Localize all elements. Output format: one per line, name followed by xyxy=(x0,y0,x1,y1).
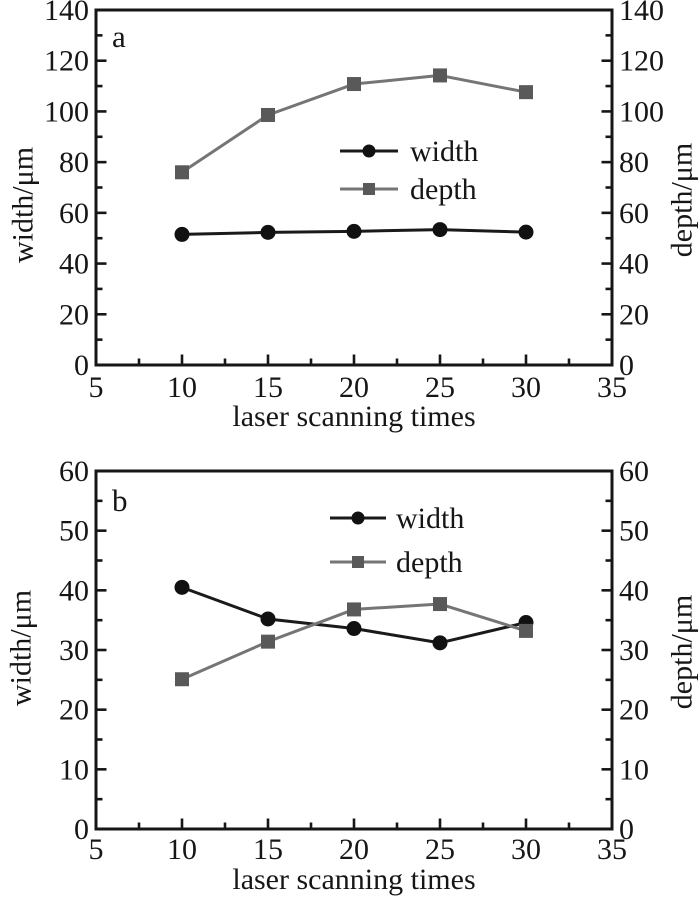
y-tick-label-right: 20 xyxy=(619,298,649,331)
y-tick-label-left: 0 xyxy=(74,349,89,382)
y-tick-label-right: 30 xyxy=(619,634,649,667)
y-tick-label-left: 80 xyxy=(59,146,89,179)
panel-label: b xyxy=(112,483,128,518)
x-tick-label: 30 xyxy=(511,371,541,404)
legend-square-marker xyxy=(352,556,364,568)
x-tick-label: 10 xyxy=(167,371,197,404)
series-depth-marker xyxy=(347,602,361,617)
y-axis-title-left: width/μm xyxy=(5,590,38,706)
legend-label: width xyxy=(410,135,478,168)
y-tick-label-right: 50 xyxy=(619,515,649,548)
legend-circle-marker xyxy=(351,511,365,525)
series-width-marker xyxy=(432,222,448,238)
x-tick-label: 15 xyxy=(253,833,283,866)
series-depth-marker xyxy=(433,597,447,612)
y-tick-label-left: 60 xyxy=(59,197,89,230)
series-width-marker xyxy=(174,579,190,595)
legend-item-width: width xyxy=(340,135,478,168)
y-tick-label-right: 60 xyxy=(619,197,649,230)
y-tick-label-right: 20 xyxy=(619,694,649,727)
y-tick-label-left: 40 xyxy=(59,574,89,607)
x-tick-label: 25 xyxy=(425,833,455,866)
x-tick-label: 25 xyxy=(425,371,455,404)
y-tick-label-right: 100 xyxy=(619,95,664,128)
legend: width depth xyxy=(340,135,478,206)
y-tick-label-left: 20 xyxy=(59,694,89,727)
series-width-marker xyxy=(260,224,276,240)
x-tick-label: 15 xyxy=(253,371,283,404)
series-width-marker xyxy=(174,226,190,242)
x-tick-label: 5 xyxy=(89,371,104,404)
series-depth-marker xyxy=(433,68,447,83)
y-tick-label-left: 10 xyxy=(59,753,89,786)
series-depth-marker xyxy=(261,107,275,122)
x-tick-label: 20 xyxy=(339,371,369,404)
y-tick-label-left: 120 xyxy=(44,45,89,78)
y-tick-label-right: 40 xyxy=(619,248,649,281)
series-width-marker xyxy=(346,223,362,239)
y-tick-label-left: 50 xyxy=(59,515,89,548)
plot-box xyxy=(94,469,614,831)
series-depth-marker xyxy=(261,634,275,649)
legend-circle-marker xyxy=(362,144,376,158)
x-tick-label: 20 xyxy=(339,833,369,866)
legend: width depth xyxy=(330,502,464,579)
panel-label: a xyxy=(112,19,126,54)
y-tick-label-right: 0 xyxy=(619,349,634,382)
y-tick-label-right: 0 xyxy=(619,813,634,846)
y-tick-label-right: 140 xyxy=(619,0,664,27)
y-tick-label-left: 60 xyxy=(59,455,89,488)
series-depth-marker xyxy=(347,77,361,92)
legend-square-marker xyxy=(363,183,375,195)
x-tick-label: 30 xyxy=(511,833,541,866)
series-depth-marker xyxy=(519,85,533,100)
x-tick-label: 35 xyxy=(597,833,627,866)
x-axis-title: laser scanning times xyxy=(232,863,475,896)
y-tick-label-right: 60 xyxy=(619,455,649,488)
series-width-marker xyxy=(346,621,362,637)
x-tick-label: 10 xyxy=(167,833,197,866)
x-tick-label: 5 xyxy=(89,833,104,866)
legend-label: width xyxy=(396,502,464,535)
series-width-marker xyxy=(518,224,534,240)
x-axis-title: laser scanning times xyxy=(232,400,475,433)
y-tick-label-left: 100 xyxy=(44,95,89,128)
y-tick-label-right: 10 xyxy=(619,753,649,786)
legend-item-depth: depth xyxy=(340,173,477,206)
y-tick-label-left: 20 xyxy=(59,298,89,331)
series-depth-marker xyxy=(519,623,533,638)
legend-item-width: width xyxy=(330,502,464,535)
legend-label: depth xyxy=(410,173,477,206)
y-tick-label-left: 40 xyxy=(59,248,89,281)
x-tick-label: 35 xyxy=(597,371,627,404)
y-axis-title-right: depth/μm xyxy=(666,143,699,257)
y-tick-label-left: 30 xyxy=(59,634,89,667)
y-tick-label-right: 120 xyxy=(619,45,664,78)
axis-ticks xyxy=(94,469,614,831)
axis-ticks xyxy=(94,8,614,367)
y-tick-label-right: 80 xyxy=(619,146,649,179)
y-tick-label-left: 140 xyxy=(44,0,89,27)
y-axis-title-left: width/μm xyxy=(7,147,40,263)
series-width-marker xyxy=(260,611,276,627)
legend-label: depth xyxy=(396,546,463,579)
legend-item-depth: depth xyxy=(330,546,463,579)
series-width-marker xyxy=(432,635,448,651)
y-axis-title-right: depth/μm xyxy=(666,595,699,709)
series-depth-marker xyxy=(175,672,189,687)
y-tick-label-right: 40 xyxy=(619,574,649,607)
series-depth-marker xyxy=(175,165,189,180)
y-tick-label-left: 0 xyxy=(74,813,89,846)
